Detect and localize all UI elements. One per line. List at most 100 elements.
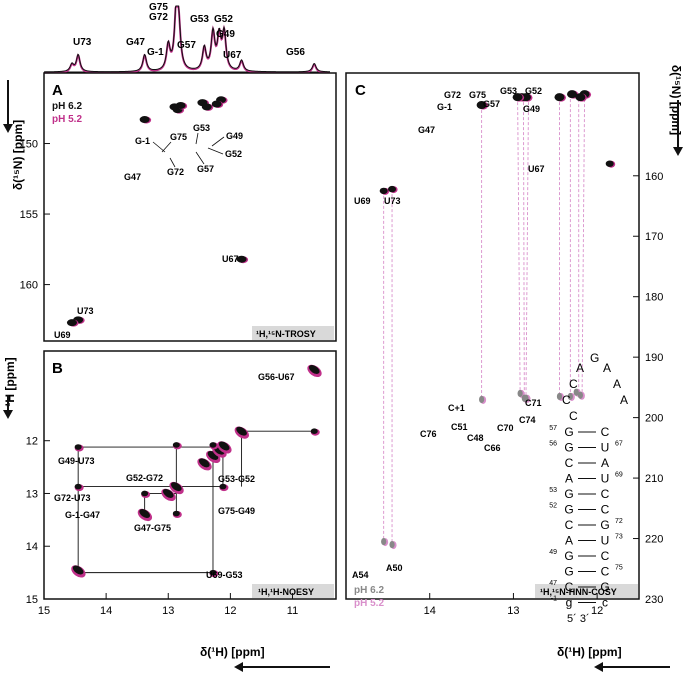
- c-label-u67: U67: [528, 164, 545, 174]
- c-label-g72: G72: [444, 90, 461, 100]
- b-xtick-label-12: 12: [224, 605, 236, 617]
- rna-loop-5: C: [562, 393, 571, 407]
- a-label-g72: G72: [167, 167, 184, 177]
- c-peak-ph62-C48: [523, 394, 529, 402]
- c-label-g49: G49: [523, 104, 540, 114]
- panel-a-y-arrowhead: [3, 124, 13, 133]
- panel-b-y-arrowhead: [3, 410, 13, 419]
- c-label-g47: G47: [418, 125, 435, 135]
- rna-loop-6: A: [620, 393, 628, 407]
- panel-c-badge-text: ¹H,¹⁵N-HNN-COSY: [540, 587, 617, 597]
- a-label-g52: G52: [225, 149, 242, 159]
- rna-loop-4: A: [613, 377, 621, 391]
- c-peak-ph62-G53: [567, 90, 578, 99]
- top-label-g52: G52: [214, 14, 233, 25]
- b-label-g47-g75: G47-G75: [134, 523, 171, 533]
- rna-left-0: G: [564, 425, 573, 439]
- rna-left-6: C: [565, 518, 574, 532]
- rna-left-1: G: [564, 441, 573, 455]
- b-peak-ph62-G56-U67: [310, 428, 318, 435]
- a-ytick-label-155: 155: [20, 209, 38, 221]
- rna-left-4: G: [564, 487, 573, 501]
- rna-right-2: A: [601, 456, 609, 470]
- rna-right-0: C: [601, 425, 610, 439]
- b-peak-ph62-G52-G72: [172, 442, 180, 448]
- c-peak-ph62-C71: [573, 388, 579, 396]
- c-label-g52: G52: [525, 86, 542, 96]
- panel-b-walk-lines: [77, 430, 315, 574]
- b-xtick-label-13: 13: [162, 605, 174, 617]
- c-peak-ph62-C70: [567, 392, 573, 401]
- rna-num-4: 53: [549, 487, 557, 494]
- b-peak-ph62-G53-G52: [209, 442, 217, 448]
- a-leader-g75: [161, 141, 172, 153]
- c-label-u73: U73: [384, 196, 401, 206]
- b-label-g56-u67: G56-U67: [258, 372, 295, 382]
- c-label-g53: G53: [500, 86, 517, 96]
- panel-c-peaks: [379, 90, 616, 550]
- b-diag-ph62-2: [162, 488, 174, 498]
- panel-a-trosy: A pH 6.2 pH 5.2 G-1 G75 G53 G49 G52 G57 …: [3, 72, 337, 342]
- c-label-u69: U69: [354, 196, 371, 206]
- top-label-g49: G49: [216, 29, 235, 40]
- panel-a-frame: [43, 72, 337, 342]
- b-diag-ph62-1: [139, 509, 150, 518]
- rna-left-3: A: [565, 472, 573, 486]
- a-label-u69: U69: [54, 330, 71, 340]
- rna-num-3: 69: [615, 472, 623, 479]
- c-peak-ph62-C+1: [517, 389, 523, 398]
- panel-c-legend-ph52: pH 5.2: [354, 598, 384, 609]
- b-label-g53-g52: G53-G52: [218, 474, 255, 484]
- a-leader-g49: [211, 136, 225, 147]
- panel-b-x-arrowhead: [234, 662, 243, 672]
- a-leader-g52: [207, 147, 224, 155]
- panel-b-x-ticks: 15 14 13 12 11: [38, 593, 298, 617]
- rna-num-1: 56: [549, 441, 557, 448]
- rna-num-8: 49: [549, 549, 557, 556]
- spectrum-line-ph62: [43, 5, 331, 73]
- c-label-a50: A50: [386, 563, 403, 573]
- panel-a-y-ticks: 150 155 160: [20, 139, 50, 292]
- c-label-a54: A54: [352, 570, 369, 580]
- top-label-u73: U73: [73, 37, 92, 48]
- top-1d-spectrum: U73 G47 G-1 G75 G72 G57 G53 G52 G49 U67 …: [43, 2, 331, 74]
- panel-a-y-label: δ(¹⁵N) [ppm]: [11, 120, 25, 190]
- rna-num-5: 52: [549, 503, 557, 510]
- rna-loop-7: C: [569, 409, 578, 423]
- panel-c-hnn-cosy: C G72 G75 G53 G52 G-1 G57 G49 G47 U67 U6…: [345, 65, 683, 672]
- c-ytick-label-170: 170: [645, 231, 663, 243]
- panel-a-legend-ph62: pH 6.2: [52, 101, 82, 112]
- c-peak-ph62-C76: [479, 395, 485, 404]
- panel-a-legend-ph52: pH 5.2: [52, 114, 82, 125]
- a-peak-ph62-U69: [66, 319, 77, 327]
- a-leader-g72: [169, 157, 176, 168]
- top-label-g53: G53: [190, 14, 209, 25]
- rna-right-10: G: [600, 580, 609, 594]
- c-peak-ph62-U67: [605, 160, 614, 167]
- panel-b-y-ticks: 12 13 14 15: [26, 436, 50, 606]
- c-peak-ph62-G-1: [512, 93, 523, 102]
- a-label-g75: G75: [170, 132, 187, 142]
- a-peak-ph62-G52: [211, 100, 222, 108]
- panel-b-peak-labels: G56-U67 G49-U73 G52-G72 G53-G52 G72-U73 …: [54, 372, 295, 580]
- rna-right-4: C: [601, 487, 610, 501]
- rna-right-1: U: [601, 441, 610, 455]
- rna-left-9: G: [564, 565, 573, 579]
- panel-c-x-ticks: 14 13 12: [424, 593, 603, 617]
- a-peak-ph62-G47: [139, 116, 150, 124]
- rna-loop-3: C: [569, 377, 578, 391]
- c-ytick-label-200: 200: [645, 413, 663, 425]
- c-peak-ph62-C74: [577, 391, 584, 399]
- c-link-9: [581, 94, 586, 396]
- rna-num-2: 67: [615, 441, 623, 448]
- top-label-g47: G47: [126, 37, 145, 48]
- b-diag-ph62-0: [72, 565, 84, 575]
- c-xtick-label-13: 13: [507, 605, 519, 617]
- rna-left-7: A: [565, 534, 573, 548]
- rna-num-11: -1: [551, 596, 557, 603]
- rna-right-8: C: [601, 549, 610, 563]
- a-label-u67: U67: [222, 254, 239, 264]
- rna-num-10: 47: [549, 580, 557, 587]
- c-peak-ph62-G57: [554, 93, 565, 102]
- c-ytick-label-160: 160: [645, 171, 663, 183]
